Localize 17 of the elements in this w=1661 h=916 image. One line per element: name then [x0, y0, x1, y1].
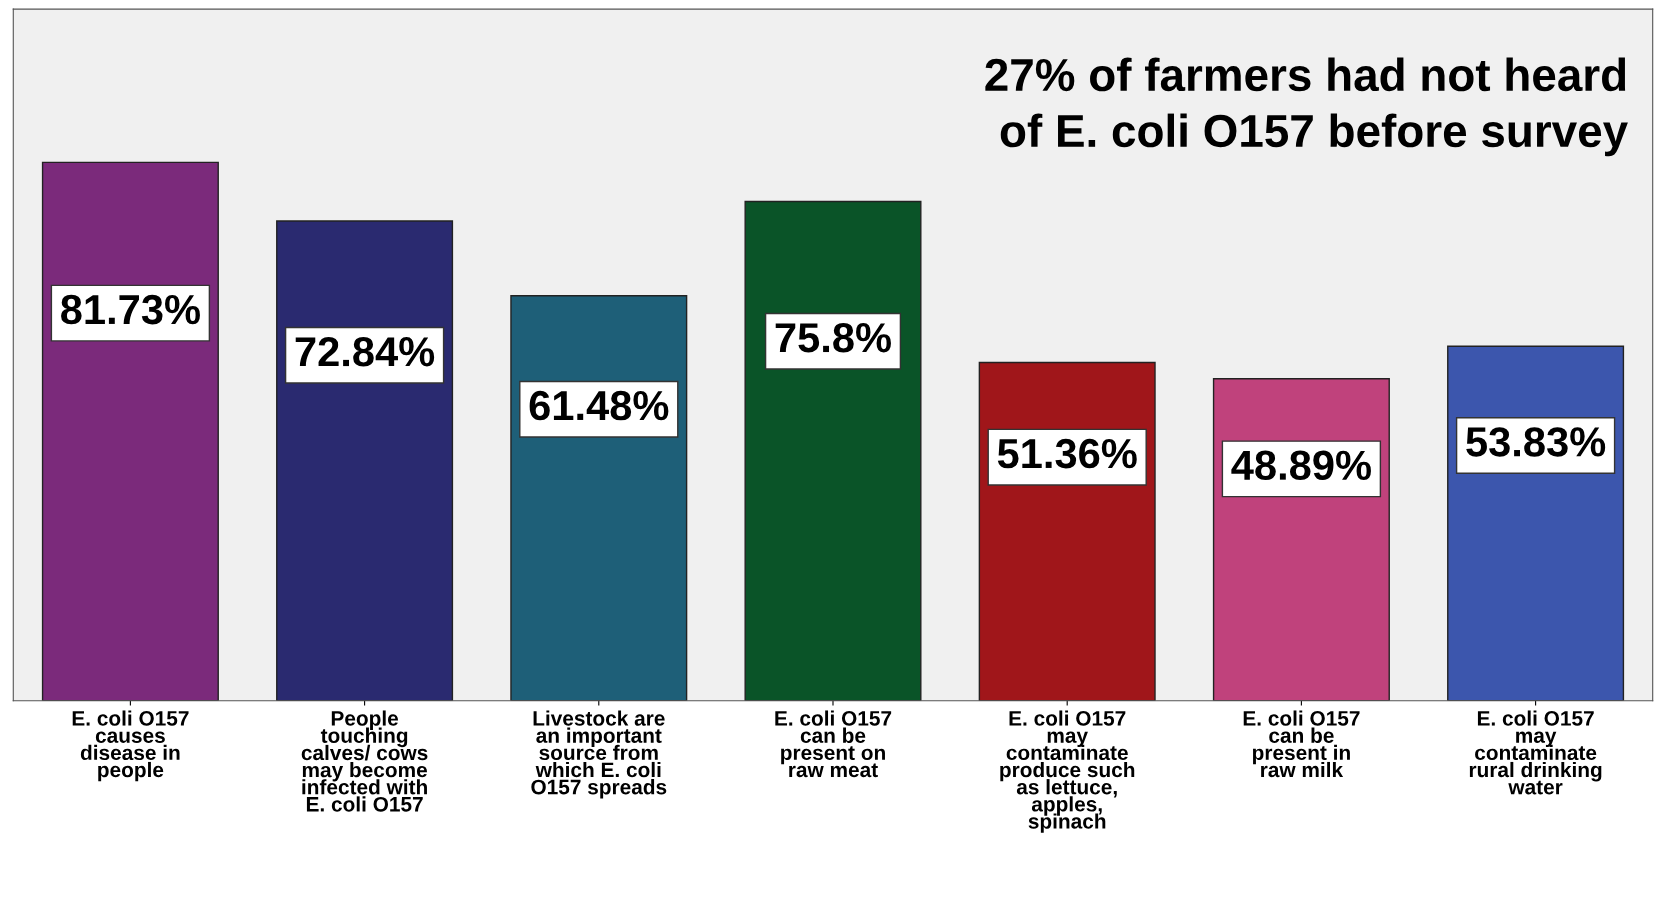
- annotation: 27% of farmers had not heard of E. coli O157 before survey: [985, 57, 1628, 157]
- data-label: 48.89%: [1231, 450, 1371, 481]
- data-label: 53.83%: [1466, 427, 1606, 457]
- x-tick-label: People touching calves/ cows may become infected with E. coli O157: [301, 710, 428, 812]
- x-tick-label: E. coli O157 may contaminate produce such as lettuce, apples, spinach: [1000, 710, 1135, 833]
- bar: [41, 161, 219, 701]
- data-label: 81.73%: [61, 294, 200, 325]
- bar: [744, 200, 922, 701]
- x-tick-label: E. coli O157 can be present on raw meat: [775, 710, 892, 778]
- x-tick-label: E. coli O157 causes disease in people: [72, 710, 189, 782]
- data-label: 75.8%: [775, 322, 891, 353]
- x-tick-label: E. coli O157 can be present in raw milk: [1243, 710, 1360, 778]
- data-label: 51.36%: [997, 438, 1137, 469]
- x-tick-label: E. coli O157 may contaminate rural drinking water: [1469, 710, 1602, 795]
- data-label: 72.84%: [295, 336, 435, 367]
- data-label: 61.48%: [529, 390, 669, 421]
- x-tick-label: Livestock are an important source from which E. coli O157 spreads: [531, 710, 667, 799]
